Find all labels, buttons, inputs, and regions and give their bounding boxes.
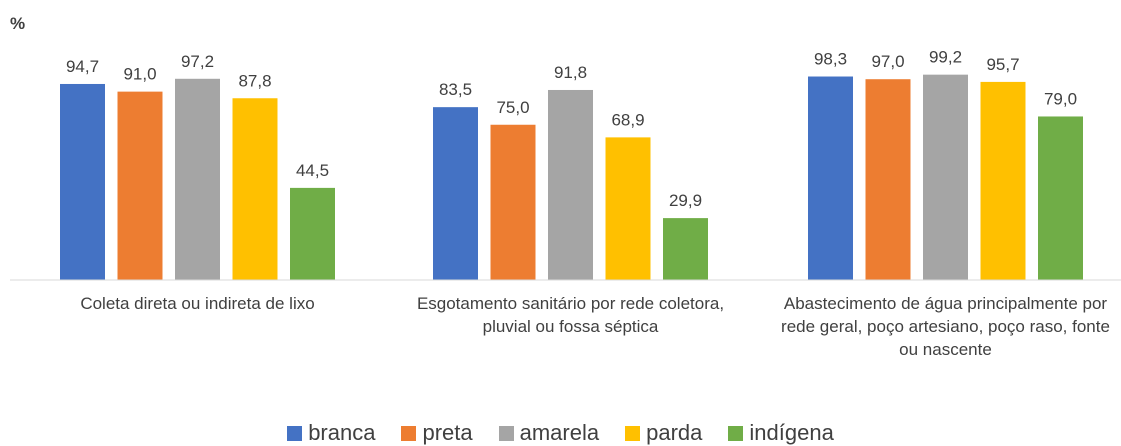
bar <box>1038 116 1083 280</box>
value-label: 83,5 <box>439 80 472 99</box>
value-label: 44,5 <box>296 161 329 180</box>
bar <box>490 124 536 280</box>
value-label: 97,0 <box>871 52 904 71</box>
legend-label: branca <box>308 420 376 445</box>
bar <box>923 74 968 280</box>
value-label: 95,7 <box>986 55 1019 74</box>
legend-swatch <box>625 425 641 441</box>
value-label: 75,0 <box>496 98 529 117</box>
legend-swatch <box>498 425 514 441</box>
value-label: 91,0 <box>123 65 156 84</box>
bar <box>433 107 478 280</box>
legend-label: parda <box>646 420 703 445</box>
value-label: 97,2 <box>181 52 214 71</box>
legend-label: indígena <box>749 420 834 445</box>
bar <box>290 187 335 280</box>
legend-label: amarela <box>519 420 600 445</box>
legend-swatch <box>728 425 744 441</box>
value-label: 98,3 <box>814 50 847 69</box>
legend-label: preta <box>422 420 473 445</box>
value-label: 79,0 <box>1044 89 1077 108</box>
legend-item: branca <box>287 420 375 446</box>
bar <box>605 137 651 280</box>
category-label: Coleta direta ou indireta de lixo <box>80 294 315 313</box>
legend: branca preta amarela parda indígena <box>0 420 1121 446</box>
bar <box>117 91 163 280</box>
bar <box>548 89 593 280</box>
bar <box>808 76 853 280</box>
bar <box>60 83 105 280</box>
legend-item: parda <box>625 420 702 446</box>
value-label: 94,7 <box>66 57 99 76</box>
value-label: 29,9 <box>669 191 702 210</box>
value-label: 68,9 <box>611 110 644 129</box>
bar <box>663 218 708 280</box>
legend-item: amarela <box>498 420 600 446</box>
bar <box>232 98 278 280</box>
legend-swatch <box>287 425 303 441</box>
value-label: 91,8 <box>554 63 587 82</box>
legend-item: indígena <box>728 420 834 446</box>
y-unit-label: % <box>10 14 26 33</box>
value-label: 99,2 <box>929 48 962 67</box>
category-label: Esgotamento sanitário por rede coletora,… <box>416 294 725 336</box>
category-label: Abastecimento de água principalmente por… <box>781 294 1110 359</box>
bar <box>980 81 1026 280</box>
bar <box>865 79 911 281</box>
bar <box>175 78 220 281</box>
legend-swatch <box>401 425 417 441</box>
value-label: 87,8 <box>238 71 271 90</box>
legend-item: preta <box>401 420 473 446</box>
